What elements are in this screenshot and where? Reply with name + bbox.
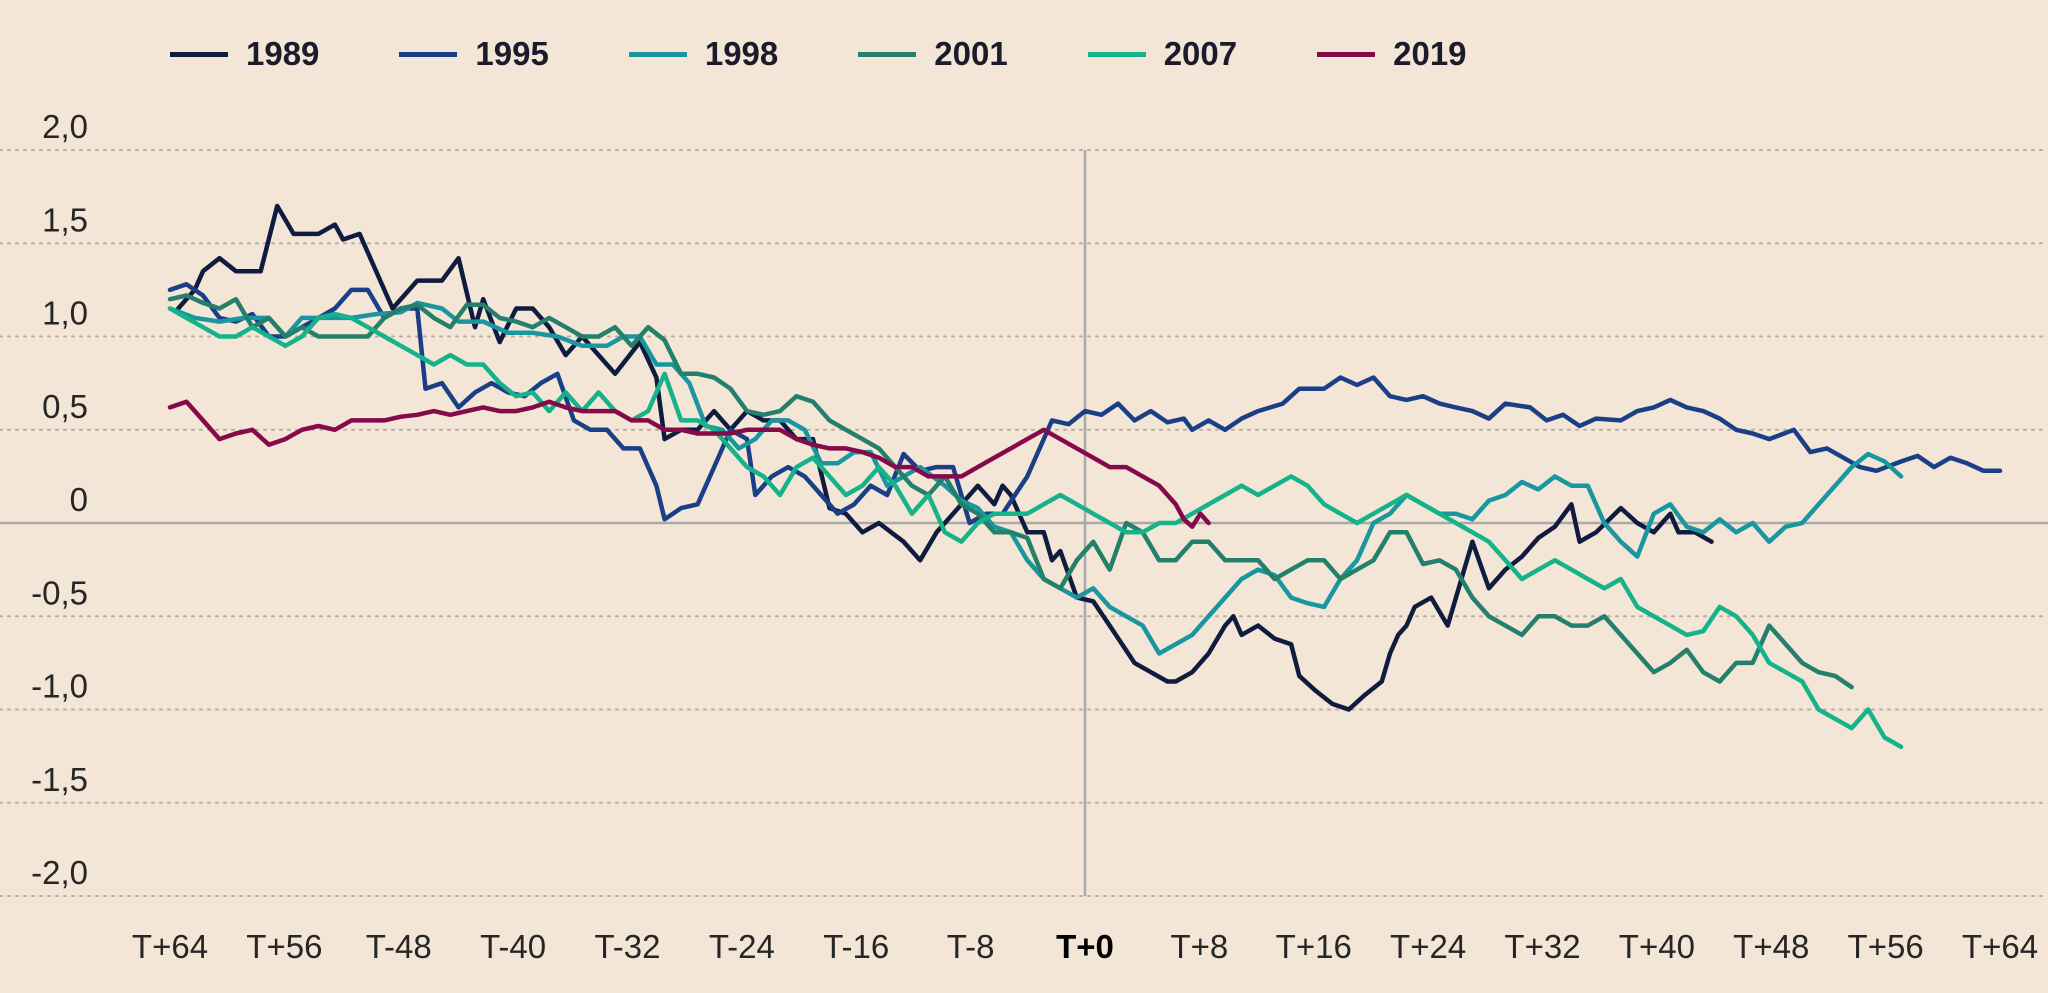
y-tick-label: 1,5	[42, 201, 88, 238]
y-tick-label: -1,0	[31, 668, 88, 705]
x-tick-label: T+16	[1276, 928, 1352, 965]
legend-item-2007: 2007	[1087, 32, 1238, 76]
legend-swatch-1989	[170, 51, 228, 57]
legend-item-1989: 1989	[170, 32, 319, 76]
x-tick-label: T+8	[1170, 928, 1228, 965]
legend-item-2001: 2001	[858, 32, 1008, 76]
legend: 1989 1995 1998 2001 2007 2019	[170, 32, 1547, 76]
y-axis-ticks: 2,0 1,5 1,0 0,5 0 -0,5 -1,0 -1,5 -2,0	[31, 108, 88, 891]
legend-label-2007: 2007	[1163, 35, 1238, 72]
legend-swatch-2019	[1317, 51, 1376, 57]
x-axis-ticks: T+64 T+56 T-48 T-40 T-32 T-24 T-16 T-8 T+0 T+8 T+1…	[132, 928, 2038, 965]
legend-swatch-1998	[628, 51, 687, 57]
x-tick-label: T+32	[1504, 928, 1580, 965]
series-line-1998	[167, 300, 1904, 656]
legend-swatch-2001	[858, 51, 917, 57]
y-tick-label: 1,0	[42, 295, 88, 332]
y-tick-label: 0	[70, 481, 88, 518]
legend-label-2019: 2019	[1393, 35, 1467, 72]
y-tick-label: -0,5	[31, 574, 88, 611]
x-tick-label: T+48	[1733, 928, 1809, 965]
y-tick-label: 2,0	[42, 108, 88, 145]
legend-label-1998: 1998	[704, 35, 779, 72]
series-line-2001	[167, 293, 1854, 690]
legend-item-1998: 1998	[628, 32, 779, 76]
x-tick-label: T-8	[947, 928, 995, 965]
series-line-1989	[175, 203, 1714, 712]
y-tick-label: 0,5	[42, 388, 88, 425]
legend-label-2001: 2001	[934, 35, 1008, 72]
x-tick-label: T+64	[1962, 928, 2038, 965]
legend-item-1995: 1995	[399, 32, 549, 76]
series-line-2007	[167, 306, 1904, 750]
y-tick-label: -2,0	[31, 854, 88, 891]
x-tick-label: T+24	[1390, 928, 1466, 965]
x-tick-label: T-16	[823, 928, 889, 965]
legend-label-1989: 1989	[246, 35, 320, 72]
legend-swatch-1995	[399, 51, 458, 57]
x-tick-label: T-48	[366, 928, 432, 965]
legend-swatch-2007	[1087, 51, 1146, 57]
x-tick-label: T+64	[132, 928, 208, 965]
x-tick-label: T-40	[480, 928, 546, 965]
x-tick-label: T+56	[246, 928, 322, 965]
series-lines	[167, 203, 2003, 750]
x-tick-label: T+56	[1848, 928, 1924, 965]
series-line-2019	[167, 399, 1211, 529]
x-tick-label: T+40	[1619, 928, 1695, 965]
x-tick-label: T+0	[1056, 928, 1114, 965]
x-tick-label: T-24	[709, 928, 775, 965]
y-tick-label: -1,5	[31, 761, 88, 798]
legend-label-1995: 1995	[475, 35, 549, 72]
legend-item-2019: 2019	[1317, 32, 1467, 76]
horizontal-gridlines	[0, 149, 2048, 897]
series-line-1995	[167, 282, 2003, 526]
x-tick-label: T-32	[594, 928, 660, 965]
